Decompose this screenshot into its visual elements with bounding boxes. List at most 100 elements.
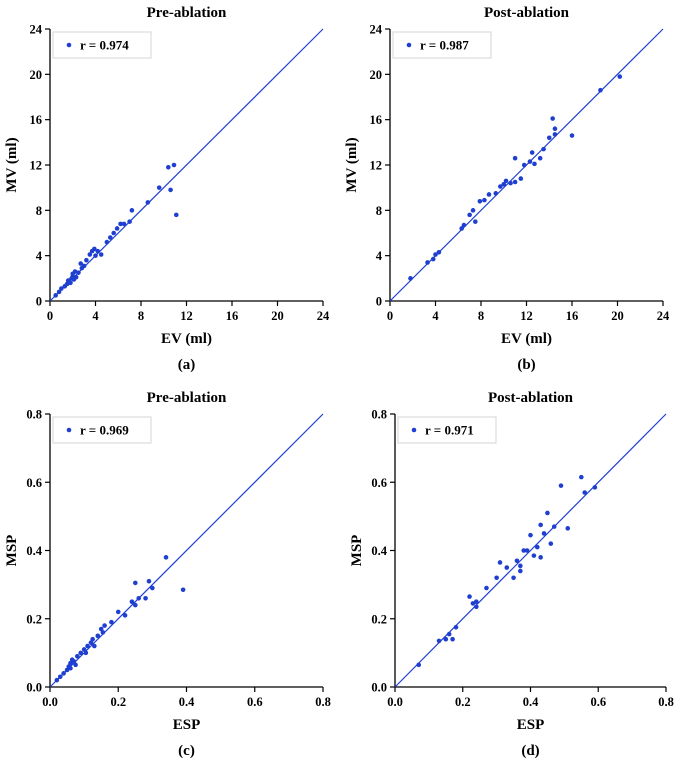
data-point — [518, 568, 523, 574]
data-point — [156, 185, 162, 190]
chart-title: Post-ablation — [484, 5, 570, 21]
x-tick-label: 0.0 — [42, 695, 58, 709]
x-tick-label: 24 — [657, 309, 670, 323]
data-point — [511, 575, 516, 581]
data-point — [129, 208, 135, 213]
data-point — [550, 116, 555, 121]
y-tick-label: 8 — [376, 204, 382, 218]
y-tick-label: 0 — [376, 295, 382, 309]
x-tick-label: 8 — [478, 309, 484, 323]
y-tick-label: 20 — [30, 68, 43, 82]
data-point — [538, 555, 543, 560]
panel-label: (b) — [517, 357, 535, 373]
data-point — [171, 162, 177, 168]
data-point — [104, 239, 110, 245]
legend: r = 0.987 — [392, 31, 492, 59]
x-tick-label: 12 — [520, 309, 533, 323]
data-point — [75, 653, 80, 659]
data-point — [53, 293, 58, 298]
data-point — [408, 276, 413, 281]
legend-marker — [406, 42, 412, 48]
x-axis-label: EV (ml) — [161, 331, 212, 347]
y-tick-label: 12 — [30, 159, 43, 173]
y-tick-label: 12 — [370, 159, 383, 173]
data-point — [486, 192, 492, 197]
data-point — [95, 248, 101, 254]
x-tick-label: 20 — [611, 309, 624, 323]
x-tick-label: 0.0 — [387, 695, 403, 709]
data-point — [498, 184, 503, 189]
data-point — [541, 531, 547, 536]
legend: r = 0.969 — [52, 416, 152, 444]
data-point — [127, 219, 132, 224]
identity-line — [394, 413, 667, 688]
data-point — [531, 553, 537, 558]
data-point — [83, 650, 89, 656]
y-tick-label: 0.0 — [371, 681, 387, 695]
data-point — [73, 662, 78, 668]
data-point — [518, 563, 523, 569]
data-point — [136, 595, 142, 601]
panel-label: (c) — [178, 743, 195, 759]
data-point — [474, 604, 479, 610]
chart-panel-a: Pre-ablation 0 4 8 12 16 20 24 0 4 8 12 16 20 24 EV (ml… — [4, 5, 330, 373]
x-tick-label: 4 — [92, 309, 99, 323]
data-point — [87, 252, 93, 257]
data-point — [59, 286, 64, 291]
data-point — [78, 261, 84, 266]
data-point — [450, 636, 455, 642]
data-point — [551, 524, 557, 529]
data-point — [484, 585, 489, 591]
data-point — [545, 510, 550, 516]
data-point — [521, 548, 527, 553]
legend-text: r = 0.971 — [425, 423, 474, 438]
data-point — [512, 179, 518, 185]
data-point — [527, 159, 533, 164]
x-tick-label: 20 — [271, 309, 284, 323]
data-point — [425, 260, 430, 265]
data-point — [163, 555, 169, 560]
legend-marker — [66, 427, 72, 433]
legend: r = 0.974 — [52, 31, 152, 59]
data-point — [81, 647, 87, 652]
data-point — [538, 522, 543, 528]
data-point — [100, 630, 106, 635]
data-point — [617, 74, 623, 79]
data-point — [532, 161, 537, 167]
data-point — [168, 187, 173, 193]
data-point — [592, 485, 598, 490]
data-point — [433, 252, 438, 257]
data-point — [180, 587, 186, 593]
data-point — [503, 178, 509, 184]
data-point — [473, 219, 478, 224]
data-point — [56, 289, 62, 295]
data-point — [508, 180, 513, 186]
data-point — [95, 633, 101, 639]
data-point — [146, 578, 152, 584]
x-tick-label: 24 — [317, 309, 330, 323]
data-point — [133, 602, 138, 608]
y-tick-label: 0.4 — [26, 544, 42, 558]
data-point — [92, 643, 97, 649]
data-point — [436, 249, 442, 255]
data-point — [84, 257, 89, 263]
data-point — [598, 87, 603, 93]
y-tick-label: 0.2 — [371, 612, 387, 626]
data-point — [582, 490, 587, 495]
data-point — [81, 263, 87, 269]
data-point — [552, 126, 558, 132]
y-tick-label: 0.8 — [26, 408, 42, 422]
panel-label: (d) — [521, 743, 539, 759]
data-point — [558, 483, 564, 488]
y-tick-label: 0.4 — [371, 544, 387, 558]
data-point — [514, 558, 520, 564]
chart-panel-b: Post-ablation 0 4 8 12 16 20 24 0 4 8 12 16 20 24 EV (m… — [344, 5, 670, 373]
data-point — [121, 221, 127, 227]
data-point — [54, 677, 60, 683]
data-point — [546, 135, 552, 141]
data-point — [90, 636, 95, 642]
data-point — [88, 640, 94, 645]
y-tick-label: 4 — [376, 249, 383, 263]
chart-title: Pre-ablation — [147, 390, 227, 406]
